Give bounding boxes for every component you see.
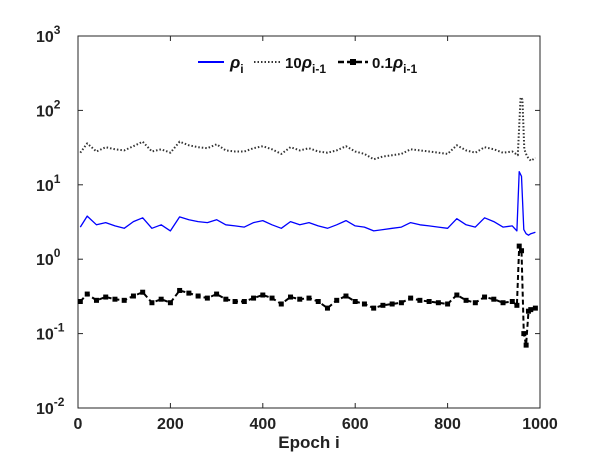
series-3-point bbox=[514, 302, 520, 308]
series-3-point bbox=[532, 305, 538, 311]
x-tick-label: 600 bbox=[342, 416, 369, 433]
series-3-point bbox=[297, 296, 303, 302]
series-3-point bbox=[195, 293, 201, 299]
y-tick-label: 10-1 bbox=[36, 321, 65, 344]
y-tick-exponent: 0 bbox=[54, 246, 61, 260]
series-3-point bbox=[306, 295, 312, 301]
series-3-point bbox=[398, 300, 404, 306]
y-tick-exponent: 2 bbox=[54, 97, 61, 111]
series-3-point bbox=[241, 299, 247, 305]
series-3-point bbox=[158, 296, 164, 302]
series-3-point bbox=[93, 297, 99, 303]
series-3-point bbox=[186, 290, 192, 296]
series-3-point bbox=[463, 297, 469, 303]
y-tick-label: 101 bbox=[36, 172, 61, 195]
y-tick-exponent: 1 bbox=[54, 172, 61, 186]
series-3-point bbox=[278, 301, 284, 307]
series-3-point bbox=[454, 292, 460, 298]
series-3-point bbox=[371, 305, 377, 311]
series-3-point bbox=[389, 301, 395, 307]
x-tick-label: 0 bbox=[74, 416, 83, 433]
series-3-point bbox=[417, 297, 423, 303]
y-tick-label: 100 bbox=[36, 246, 61, 269]
series-3-point bbox=[491, 296, 497, 302]
series-3-point bbox=[334, 297, 340, 303]
legend-symbol: ρ bbox=[392, 53, 403, 72]
legend-prefix: 10 bbox=[285, 55, 302, 72]
series-3-point bbox=[204, 295, 210, 301]
series-3-point bbox=[435, 300, 441, 306]
series-3-point bbox=[426, 299, 432, 305]
series-3-point bbox=[103, 294, 109, 300]
legend-label-3: 0.1ρi-1 bbox=[372, 53, 417, 76]
series-3-point bbox=[84, 291, 90, 297]
series-3-point bbox=[112, 296, 118, 302]
legend-prefix: 0.1 bbox=[372, 55, 393, 72]
series-3-point bbox=[269, 295, 275, 301]
series-3-point bbox=[352, 299, 358, 305]
series-3-point bbox=[232, 299, 238, 305]
series-3-point bbox=[528, 307, 534, 313]
series-3-point bbox=[519, 248, 525, 254]
series-3-point bbox=[445, 301, 451, 307]
y-tick-base: 10 bbox=[36, 401, 54, 418]
legend-symbol: ρ bbox=[229, 53, 240, 72]
series-3-point bbox=[408, 295, 414, 301]
series-3-point bbox=[260, 292, 266, 298]
y-tick-base: 10 bbox=[36, 29, 54, 46]
series-3-point bbox=[523, 342, 529, 348]
y-tick-base: 10 bbox=[36, 178, 54, 195]
legend-subscript: i bbox=[240, 62, 243, 76]
y-tick-base: 10 bbox=[36, 252, 54, 269]
y-tick-label: 10-2 bbox=[36, 395, 65, 418]
y-tick-base: 10 bbox=[36, 103, 54, 120]
series-line-1 bbox=[79, 171, 536, 236]
series-line-2 bbox=[79, 96, 536, 162]
series-3-point bbox=[121, 297, 127, 303]
y-tick-label: 102 bbox=[36, 97, 61, 120]
series-3-point bbox=[77, 299, 83, 305]
series-3-point bbox=[315, 299, 321, 305]
series-3-point bbox=[251, 295, 257, 301]
y-tick-exponent: -2 bbox=[54, 395, 65, 409]
x-axis-label: Epoch i bbox=[278, 433, 339, 452]
series-3-point bbox=[472, 300, 478, 306]
y-tick-label: 103 bbox=[36, 23, 61, 46]
legend-symbol: ρ bbox=[301, 53, 312, 72]
series-3-point bbox=[361, 301, 367, 307]
legend-label-2: 10ρi-1 bbox=[285, 53, 326, 76]
series-3-point bbox=[509, 299, 515, 305]
series-3-point bbox=[140, 289, 146, 295]
legend-subscript: i-1 bbox=[403, 62, 417, 76]
legend-marker-square bbox=[350, 59, 356, 65]
x-tick-label: 400 bbox=[249, 416, 276, 433]
series-3-point bbox=[482, 294, 488, 300]
series-3-point bbox=[521, 331, 527, 337]
series-3-point bbox=[149, 300, 155, 306]
legend-subscript: i-1 bbox=[312, 62, 326, 76]
legend-label-1: ρi bbox=[229, 53, 244, 76]
legend: ρi 10ρi-1 0.1ρi-1 bbox=[198, 53, 417, 76]
series-3-point bbox=[343, 293, 349, 299]
series-3-point bbox=[500, 300, 506, 306]
series-3-point bbox=[167, 300, 173, 306]
x-tick-label: 200 bbox=[157, 416, 184, 433]
series-3-point bbox=[516, 243, 522, 249]
series-layer bbox=[77, 96, 538, 348]
series-3-point bbox=[177, 287, 183, 293]
series-3-point bbox=[130, 293, 136, 299]
x-tick-label: 800 bbox=[434, 416, 461, 433]
y-tick-exponent: -1 bbox=[54, 321, 65, 335]
y-tick-exponent: 3 bbox=[54, 23, 61, 37]
y-tick-base: 10 bbox=[36, 327, 54, 344]
series-3-point bbox=[223, 296, 229, 302]
series-3-point bbox=[214, 291, 220, 297]
series-3-point bbox=[324, 305, 330, 311]
x-tick-label: 1000 bbox=[522, 416, 558, 433]
series-3-point bbox=[288, 294, 294, 300]
series-3-point bbox=[380, 302, 386, 308]
